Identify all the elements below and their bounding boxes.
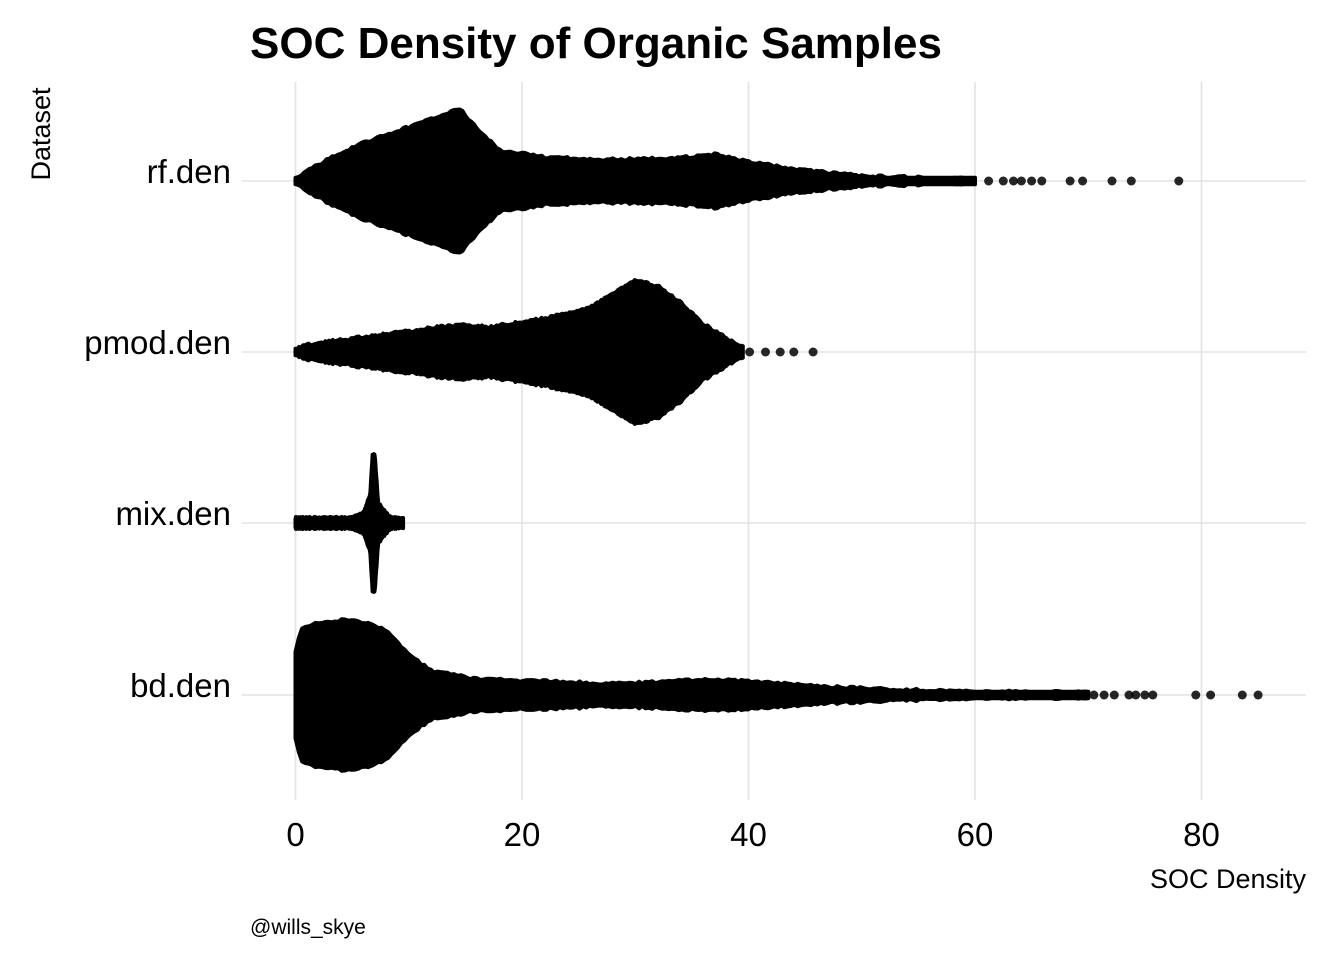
swarm-body: [293, 452, 406, 594]
y-tick-label: rf.den: [147, 153, 231, 190]
series-mix.den: [293, 452, 406, 594]
outlier-point: [1206, 690, 1216, 700]
y-axis-label: Dataset: [26, 87, 56, 181]
outlier-point: [1148, 690, 1158, 700]
outlier-point: [1237, 690, 1247, 700]
series-rf.den: [293, 107, 1184, 255]
outlier-point: [984, 176, 994, 186]
outlier-point: [1065, 176, 1075, 186]
x-tick-label: 80: [1183, 816, 1220, 853]
outlier-point: [1126, 176, 1136, 186]
outlier-point: [1124, 690, 1134, 700]
x-tick-label: 40: [730, 816, 767, 853]
outlier-point: [1140, 690, 1150, 700]
series-pmod.den: [293, 278, 818, 426]
swarm-body: [293, 278, 745, 426]
outlier-point: [1131, 690, 1141, 700]
outlier-point: [1089, 690, 1099, 700]
outlier-point: [1037, 176, 1047, 186]
outlier-point: [1078, 176, 1088, 186]
y-tick-label: mix.den: [115, 495, 231, 532]
outlier-point: [775, 347, 785, 357]
chart-title: SOC Density of Organic Samples: [250, 19, 942, 68]
outlier-point: [789, 347, 799, 357]
outlier-point: [998, 176, 1008, 186]
outlier-point: [1174, 176, 1184, 186]
outlier-point: [1253, 690, 1263, 700]
series-bd.den: [293, 617, 1263, 773]
y-tick-label: bd.den: [130, 667, 231, 704]
x-tick-label: 0: [286, 816, 304, 853]
outlier-point: [1191, 690, 1201, 700]
plot-marks: [293, 107, 1263, 773]
x-axis-label: SOC Density: [1150, 864, 1307, 894]
swarm-body: [293, 107, 977, 255]
x-tick-label: 20: [504, 816, 541, 853]
y-tick-label: pmod.den: [84, 324, 231, 361]
outlier-point: [1016, 176, 1026, 186]
outlier-point: [1107, 176, 1117, 186]
outlier-point: [808, 347, 818, 357]
outlier-point: [1109, 690, 1119, 700]
x-tick-labels: 0 20 40 60 80: [286, 816, 1220, 853]
caption: @wills_skye: [250, 916, 366, 939]
outlier-point: [1027, 176, 1037, 186]
outlier-point: [1009, 176, 1018, 186]
outlier-point: [761, 347, 770, 357]
x-tick-label: 60: [957, 816, 994, 853]
outlier-point: [745, 347, 755, 357]
y-tick-labels: rf.den pmod.den mix.den bd.den: [84, 153, 231, 704]
swarm-body: [293, 617, 1091, 773]
outlier-point: [1099, 690, 1109, 700]
